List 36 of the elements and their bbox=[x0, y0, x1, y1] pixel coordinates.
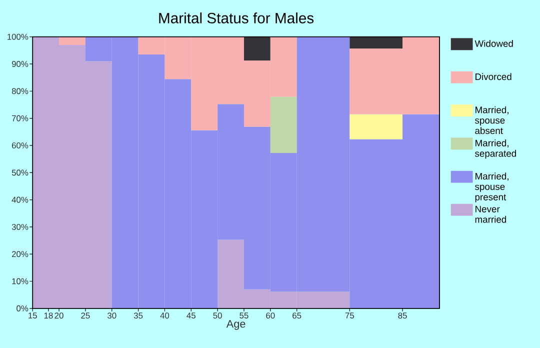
x-tick-label: 25 bbox=[81, 312, 90, 318]
y-tick-label: 60% bbox=[12, 142, 28, 148]
y-tick-label: 50% bbox=[12, 170, 28, 176]
x-tick-label: 75 bbox=[345, 312, 354, 318]
y-tick-label: 20% bbox=[12, 251, 28, 257]
y-tick-label: 0% bbox=[16, 305, 28, 312]
x-tick-label: 50 bbox=[213, 312, 222, 318]
bar bbox=[270, 96, 297, 153]
x-tick-label: 85 bbox=[398, 312, 407, 318]
x-tick-label: 30 bbox=[108, 312, 116, 318]
x-tick-label: 55 bbox=[240, 312, 248, 318]
x-tick-label: 18 bbox=[44, 312, 53, 318]
x-axis-title: Age bbox=[226, 320, 246, 330]
legend-label: Married, separated bbox=[475, 139, 516, 159]
bar bbox=[59, 36, 86, 45]
x-tick-label: 40 bbox=[160, 312, 170, 318]
legend-label: Married, spouse absent bbox=[475, 106, 508, 134]
x-tick-label: 35 bbox=[134, 312, 143, 318]
y-tick-label: 30% bbox=[12, 224, 28, 230]
y-tick-label: 10% bbox=[12, 278, 28, 284]
x-tick-label: 20 bbox=[54, 312, 64, 318]
y-tick-label: 80% bbox=[12, 88, 28, 94]
x-tick-label: 45 bbox=[186, 312, 196, 318]
legend-label: Divorced bbox=[476, 73, 512, 80]
chart-title: Marital Status for Males bbox=[159, 12, 314, 24]
legend-label: Married, spouse present bbox=[475, 172, 508, 202]
y-tick-label: 70% bbox=[12, 115, 28, 122]
legend-label: Widowed bbox=[474, 40, 513, 47]
x-tick-label: 15 bbox=[28, 312, 37, 318]
y-tick-label: 90% bbox=[12, 60, 28, 67]
x-tick-label: 65 bbox=[292, 312, 302, 318]
y-tick-label: 40% bbox=[12, 196, 28, 203]
legend-label: Never married bbox=[475, 206, 506, 223]
bar bbox=[350, 114, 403, 140]
y-tick-label: 100% bbox=[8, 34, 28, 40]
x-tick-label: 60 bbox=[266, 312, 275, 318]
